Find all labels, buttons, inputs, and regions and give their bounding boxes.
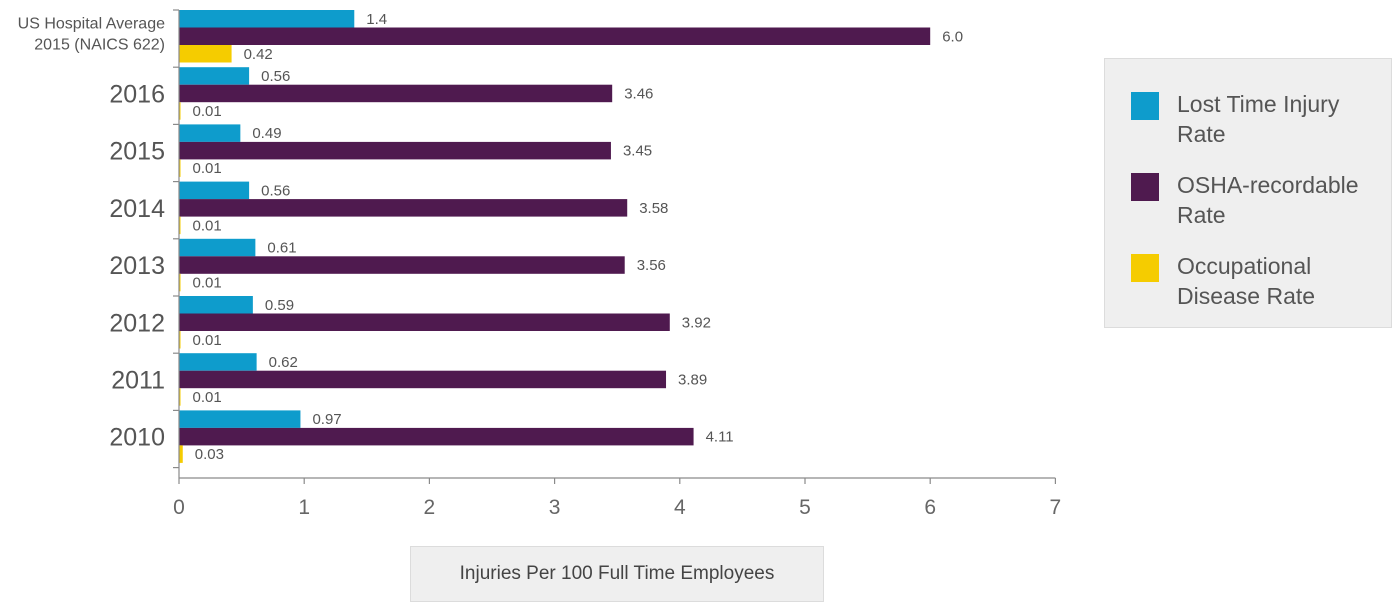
category-label-7: 2010 [109,424,165,452]
category-label-5: 2012 [109,309,165,337]
bar-osha-recordable-rate-0 [179,27,931,45]
value-label-osha-recordable-rate-2: 3.45 [623,143,652,160]
x-tick-label-5: 5 [799,496,811,519]
bar-occupational-disease-rate-4 [179,273,181,292]
legend-label-line: Occupational [1177,253,1312,279]
bar-lost-time-injury-rate-0 [179,10,355,28]
x-tick-label-3: 3 [549,496,561,519]
value-label-lost-time-injury-rate-7: 0.97 [312,411,341,428]
value-label-occupational-disease-rate-7: 0.03 [195,446,224,463]
value-label-osha-recordable-rate-3: 3.58 [639,200,668,217]
value-label-occupational-disease-rate-2: 0.01 [193,160,222,177]
legend-label-osha: OSHA-recordable Rate [1177,170,1377,230]
value-label-occupational-disease-rate-1: 0.01 [193,103,222,120]
bar-lost-time-injury-rate-2 [179,124,241,142]
bar-osha-recordable-rate-4 [179,256,625,274]
value-label-lost-time-injury-rate-3: 0.56 [261,182,290,199]
legend-label-line: Rate [1177,121,1226,147]
value-label-occupational-disease-rate-3: 0.01 [193,217,222,234]
bar-lost-time-injury-rate-5 [179,296,253,314]
value-labels-group: 1.4 6.0 0.42 0.56 3.46 0.01 0.49 3.45 0.01 0.56 3.… [193,11,964,463]
bar-osha-recordable-rate-6 [179,370,667,389]
category-label-2: 2015 [109,138,165,166]
bar-occupational-disease-rate-0 [179,45,232,63]
bar-occupational-disease-rate-7 [179,445,183,463]
legend-item-occupational: Occupational Disease Rate [1131,251,1377,311]
value-label-occupational-disease-rate-4: 0.01 [193,275,222,292]
legend-swatch-occupational [1131,254,1159,282]
bar-occupational-disease-rate-5 [179,331,181,349]
legend-label-occupational: Occupational Disease Rate [1177,251,1377,311]
bar-lost-time-injury-rate-1 [179,67,250,85]
x-tick-label-2: 2 [424,496,436,519]
value-label-lost-time-injury-rate-2: 0.49 [252,125,281,142]
axes-group: 0 1 2 3 4 5 6 7 [173,9,1062,519]
bar-occupational-disease-rate-1 [179,102,181,120]
category-labels-group: US Hospital Average 2015 (NAICS 622) 2016 2… [18,15,165,451]
legend-label-line: Rate [1177,202,1226,228]
value-label-lost-time-injury-rate-6: 0.62 [269,354,298,371]
bar-occupational-disease-rate-3 [179,216,181,235]
bar-osha-recordable-rate-1 [179,84,613,103]
value-label-osha-recordable-rate-6: 3.89 [678,371,707,388]
legend: Lost Time Injury Rate OSHA-recordable Ra… [1104,58,1392,328]
value-label-lost-time-injury-rate-0: 1.4 [366,11,387,28]
category-label-0-line-0: US Hospital Average [18,15,165,32]
value-label-lost-time-injury-rate-1: 0.56 [261,68,290,85]
value-label-occupational-disease-rate-5: 0.01 [193,332,222,349]
value-label-osha-recordable-rate-7: 4.11 [706,429,734,446]
bar-osha-recordable-rate-3 [179,199,628,217]
category-label-3: 2014 [109,195,165,223]
value-label-osha-recordable-rate-4: 3.56 [637,257,666,274]
bar-lost-time-injury-rate-3 [179,181,250,200]
legend-swatch-lost-time [1131,92,1159,120]
bar-lost-time-injury-rate-7 [179,410,301,428]
bar-lost-time-injury-rate-6 [179,353,257,371]
value-label-lost-time-injury-rate-5: 0.59 [265,297,294,314]
x-axis-label: Injuries Per 100 Full Time Employees [410,546,824,602]
category-label-4: 2013 [109,252,165,280]
x-tick-label-1: 1 [298,496,310,519]
x-tick-label-4: 4 [674,496,686,519]
legend-label-lost-time: Lost Time Injury Rate [1177,89,1377,149]
legend-item-osha: OSHA-recordable Rate [1131,170,1377,230]
value-label-occupational-disease-rate-0: 0.42 [244,46,273,63]
bar-osha-recordable-rate-5 [179,313,670,331]
x-tick-label-6: 6 [924,496,936,519]
legend-label-line: OSHA-recordable [1177,172,1359,198]
bar-osha-recordable-rate-2 [179,141,611,160]
category-label-6: 2011 [111,366,165,394]
value-label-osha-recordable-rate-5: 3.92 [682,314,711,331]
x-tick-label-0: 0 [173,496,185,519]
category-label-1: 2016 [109,80,165,108]
x-tick-label-7: 7 [1050,496,1062,519]
bar-osha-recordable-rate-7 [179,427,694,446]
legend-swatch-osha [1131,173,1159,201]
value-label-osha-recordable-rate-1: 3.46 [624,85,653,102]
bar-occupational-disease-rate-2 [179,159,181,177]
value-label-osha-recordable-rate-0: 6.0 [942,28,963,45]
bar-occupational-disease-rate-6 [179,388,181,406]
bars-group [179,10,931,463]
value-label-lost-time-injury-rate-4: 0.61 [267,240,296,257]
legend-item-lost-time: Lost Time Injury Rate [1131,89,1377,149]
bar-lost-time-injury-rate-4 [179,238,256,257]
category-label-0-line-1: 2015 (NAICS 622) [34,36,165,53]
legend-label-line: Lost Time Injury [1177,91,1340,117]
legend-label-line: Disease Rate [1177,283,1316,309]
value-label-occupational-disease-rate-6: 0.01 [193,389,222,406]
